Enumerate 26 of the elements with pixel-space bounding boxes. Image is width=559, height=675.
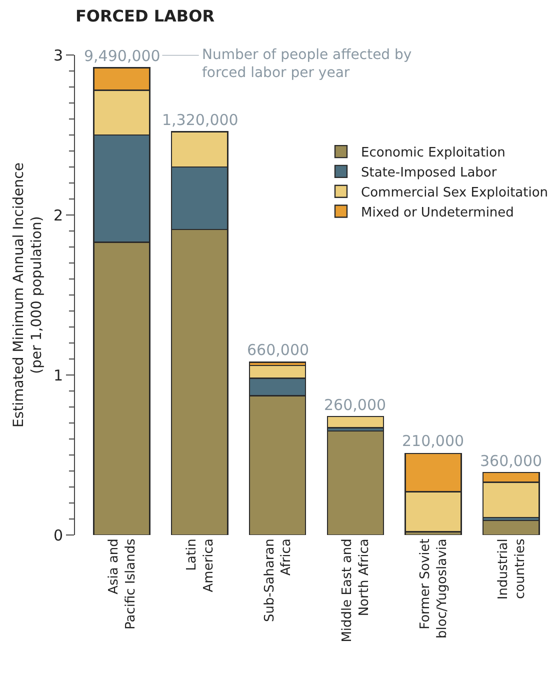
x-tick-label: Latin America <box>184 538 216 592</box>
annotation: 660,000 <box>247 341 310 359</box>
bar <box>326 416 384 428</box>
legend-label: State-Imposed Labor <box>361 166 498 181</box>
annotation: 210,000 <box>402 432 464 450</box>
legend-label: Mixed or Undetermined <box>361 205 514 220</box>
x-tick-label: Asia and Pacific Islands <box>106 538 138 630</box>
x-tick-label: Sub-Saharan Africa <box>262 538 294 622</box>
annotation: 360,000 <box>480 452 542 470</box>
y-tick-label: 0 <box>53 526 63 544</box>
y-tick-label: 1 <box>53 366 63 384</box>
y-tick-label: 2 <box>53 206 63 224</box>
x-tick-label: Middle East and North Africa <box>340 538 372 642</box>
chart-title: FORCED LABOR <box>75 6 215 26</box>
legend-label: Economic Exploitation <box>361 146 506 161</box>
annotation: 1,320,000 <box>162 111 238 129</box>
bar <box>482 520 540 535</box>
y-axis-title: Estimated Minimum Annual Incidence (per 1,000 population) <box>10 162 46 428</box>
annotation: 9,490,000 <box>84 47 160 65</box>
y-tick-label: 3 <box>53 46 63 64</box>
legend-label: Commercial Sex Exploitation <box>361 185 548 200</box>
x-tick-label: Former Soviet bloc/Yugoslavia <box>418 538 450 638</box>
annotation: 260,000 <box>324 396 386 414</box>
x-tick-label: Industrial countries <box>496 538 528 600</box>
annotation: Number of people affected by forced labor per year <box>202 47 412 82</box>
bar <box>326 430 384 535</box>
